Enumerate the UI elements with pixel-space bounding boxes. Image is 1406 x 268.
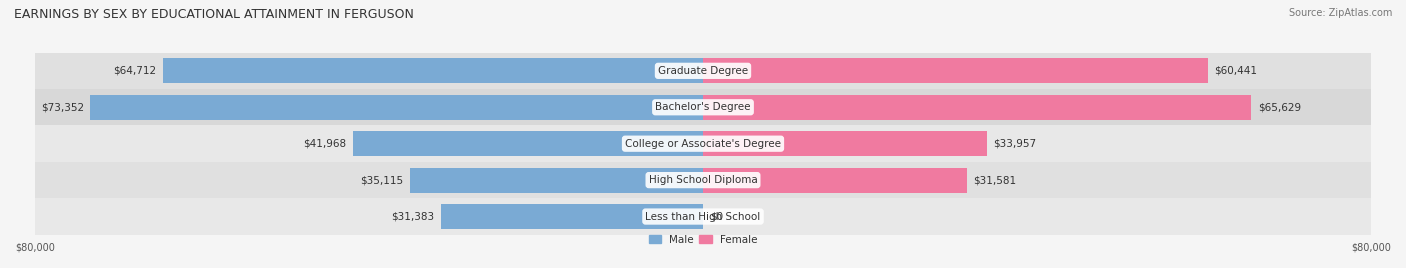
Bar xyxy=(35,125,1371,162)
Text: EARNINGS BY SEX BY EDUCATIONAL ATTAINMENT IN FERGUSON: EARNINGS BY SEX BY EDUCATIONAL ATTAINMEN… xyxy=(14,8,413,21)
Text: Less than High School: Less than High School xyxy=(645,211,761,222)
Text: $65,629: $65,629 xyxy=(1258,102,1301,112)
Text: $60,441: $60,441 xyxy=(1215,66,1257,76)
Text: $73,352: $73,352 xyxy=(41,102,84,112)
Text: $41,968: $41,968 xyxy=(302,139,346,149)
Text: High School Diploma: High School Diploma xyxy=(648,175,758,185)
Text: $31,383: $31,383 xyxy=(391,211,434,222)
Bar xyxy=(163,58,703,83)
Bar xyxy=(703,168,967,192)
Text: $0: $0 xyxy=(710,211,723,222)
Text: Bachelor's Degree: Bachelor's Degree xyxy=(655,102,751,112)
Text: Source: ZipAtlas.com: Source: ZipAtlas.com xyxy=(1288,8,1392,18)
Legend: Male, Female: Male, Female xyxy=(648,235,758,245)
Text: $33,957: $33,957 xyxy=(993,139,1036,149)
Bar xyxy=(90,95,703,120)
Bar xyxy=(703,131,987,156)
Text: $64,712: $64,712 xyxy=(112,66,156,76)
Bar xyxy=(353,131,703,156)
Bar xyxy=(441,204,703,229)
Text: $35,115: $35,115 xyxy=(360,175,404,185)
Bar xyxy=(409,168,703,192)
Text: Graduate Degree: Graduate Degree xyxy=(658,66,748,76)
Bar xyxy=(703,95,1251,120)
Text: $31,581: $31,581 xyxy=(973,175,1017,185)
Bar xyxy=(703,58,1208,83)
Bar xyxy=(35,53,1371,89)
Bar xyxy=(35,198,1371,235)
Text: College or Associate's Degree: College or Associate's Degree xyxy=(626,139,780,149)
Bar xyxy=(35,89,1371,125)
Bar xyxy=(35,162,1371,198)
